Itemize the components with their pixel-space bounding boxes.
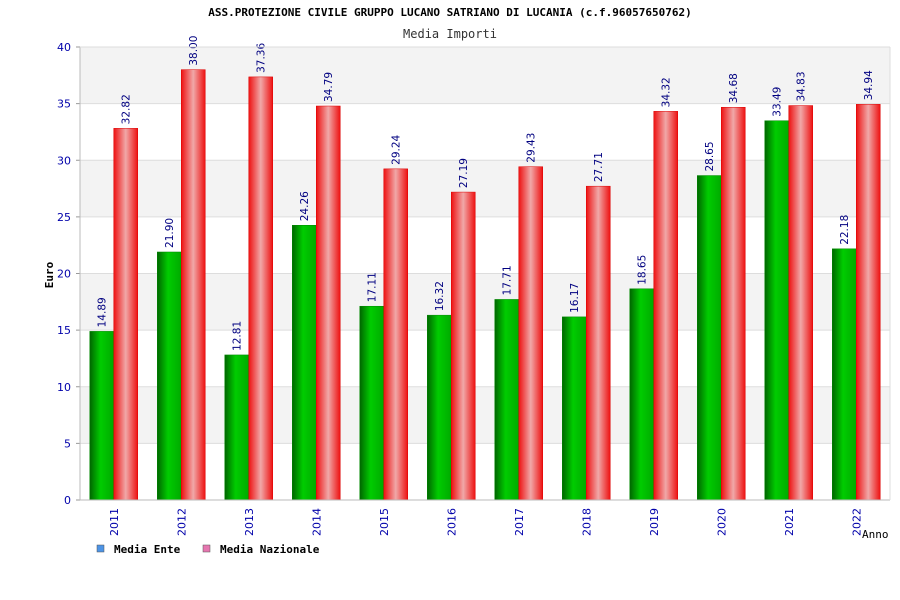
axes bbox=[79, 46, 891, 501]
bar-media-nazionale bbox=[788, 105, 813, 501]
bar-media-ente bbox=[157, 251, 182, 501]
data-label: 34.79 bbox=[323, 72, 335, 102]
bar-media-nazionale bbox=[316, 105, 341, 501]
bar-media-nazionale bbox=[586, 185, 611, 501]
y-tick-label: 25 bbox=[57, 211, 71, 224]
x-axis-label: Anno bbox=[862, 528, 889, 541]
bar-media-nazionale bbox=[113, 128, 138, 501]
plot-band bbox=[80, 273, 890, 331]
x-tick-label: 2013 bbox=[243, 508, 256, 536]
x-tick-label: 2019 bbox=[648, 508, 661, 536]
legend-label: Media Nazionale bbox=[220, 543, 320, 556]
plot-band bbox=[80, 103, 890, 161]
bar-media-ente bbox=[697, 175, 722, 501]
plot-band bbox=[80, 47, 890, 104]
data-label: 29.24 bbox=[391, 134, 403, 164]
plot-band bbox=[80, 160, 890, 217]
data-label: 34.68 bbox=[728, 73, 740, 103]
y-tick-label: 10 bbox=[57, 381, 71, 394]
bar-media-nazionale bbox=[856, 104, 881, 501]
bar-media-nazionale bbox=[383, 168, 408, 501]
bar-media-nazionale bbox=[451, 191, 476, 501]
y-axis-label: Euro bbox=[43, 261, 56, 288]
x-tick-label: 2014 bbox=[310, 508, 323, 536]
value-labels: 14.89 32.82 21.90 38.00 12.81 37.36 24.26 34.79… bbox=[97, 36, 876, 351]
bar-media-nazionale bbox=[248, 76, 273, 501]
data-label: 34.94 bbox=[863, 70, 875, 100]
y-tick-label: 5 bbox=[64, 437, 71, 450]
bar-media-ente bbox=[224, 354, 249, 501]
plot-band bbox=[80, 216, 890, 274]
legend-label: Media Ente bbox=[114, 543, 181, 556]
data-label: 16.32 bbox=[434, 281, 446, 311]
data-label: 37.36 bbox=[256, 43, 268, 73]
data-label: 12.81 bbox=[232, 321, 244, 351]
data-label: 27.19 bbox=[458, 158, 470, 188]
data-label: 38.00 bbox=[188, 36, 200, 66]
data-label: 28.65 bbox=[704, 141, 716, 171]
x-tick-labels: 2011 2012 2013 2014 2015 2016 2017 2018 2019 2020… bbox=[108, 508, 864, 536]
y-tick-label: 20 bbox=[57, 268, 71, 281]
bar-media-ente bbox=[764, 120, 789, 501]
bar-media-ente bbox=[89, 331, 114, 501]
data-label: 17.71 bbox=[502, 265, 514, 295]
data-label: 29.43 bbox=[526, 133, 538, 163]
bar-media-ente bbox=[427, 314, 452, 501]
data-label: 22.18 bbox=[839, 215, 851, 245]
bar-media-nazionale bbox=[721, 106, 746, 501]
bar-media-nazionale bbox=[181, 69, 206, 501]
data-label: 34.83 bbox=[796, 71, 808, 101]
plot-band bbox=[80, 443, 890, 500]
plot-band bbox=[80, 386, 890, 444]
plot-background bbox=[80, 47, 890, 500]
data-label: 33.49 bbox=[772, 87, 784, 117]
data-label: 27.71 bbox=[593, 152, 605, 182]
bar-media-nazionale bbox=[518, 166, 543, 501]
data-label: 17.11 bbox=[367, 272, 379, 302]
data-label: 18.65 bbox=[637, 255, 649, 285]
legend: Media Ente Media Nazionale bbox=[96, 543, 320, 556]
legend-swatch bbox=[202, 544, 211, 553]
chart-subtitle: Media Importi bbox=[403, 27, 497, 41]
x-tick-label: 2012 bbox=[175, 508, 188, 536]
x-tick-label: 2022 bbox=[850, 508, 863, 536]
x-tick-label: 2017 bbox=[513, 508, 526, 536]
bar-media-ente bbox=[629, 288, 654, 501]
data-label: 32.82 bbox=[121, 94, 133, 124]
data-label: 16.17 bbox=[569, 283, 581, 313]
bar-media-ente bbox=[292, 225, 317, 501]
y-tick-label: 40 bbox=[57, 41, 71, 54]
chart-title: ASS.PROTEZIONE CIVILE GRUPPO LUCANO SATR… bbox=[208, 6, 691, 19]
x-tick-label: 2018 bbox=[580, 508, 593, 536]
data-label: 34.32 bbox=[661, 77, 673, 107]
x-tick-label: 2021 bbox=[783, 508, 796, 536]
y-tick-label: 0 bbox=[64, 494, 71, 507]
bar-media-ente bbox=[494, 299, 519, 501]
bars bbox=[89, 69, 881, 501]
data-label: 21.90 bbox=[164, 218, 176, 248]
y-tick-label: 15 bbox=[57, 324, 71, 337]
y-tick-label: 30 bbox=[57, 154, 71, 167]
x-tick-label: 2016 bbox=[445, 508, 458, 536]
x-tick-label: 2015 bbox=[378, 508, 391, 536]
plot-band bbox=[80, 330, 890, 387]
y-tick-labels: 0 5 10 15 20 25 30 35 40 bbox=[57, 41, 71, 507]
data-label: 14.89 bbox=[97, 297, 109, 327]
data-label: 24.26 bbox=[299, 191, 311, 221]
legend-swatch bbox=[96, 544, 105, 553]
x-tick-label: 2011 bbox=[108, 508, 121, 536]
bar-media-ente bbox=[832, 248, 857, 501]
x-tick-label: 2020 bbox=[715, 508, 728, 536]
bar-media-ente bbox=[562, 316, 587, 501]
y-tick-label: 35 bbox=[57, 98, 71, 111]
bar-media-ente bbox=[359, 305, 384, 501]
bar-media-nazionale bbox=[653, 111, 678, 501]
